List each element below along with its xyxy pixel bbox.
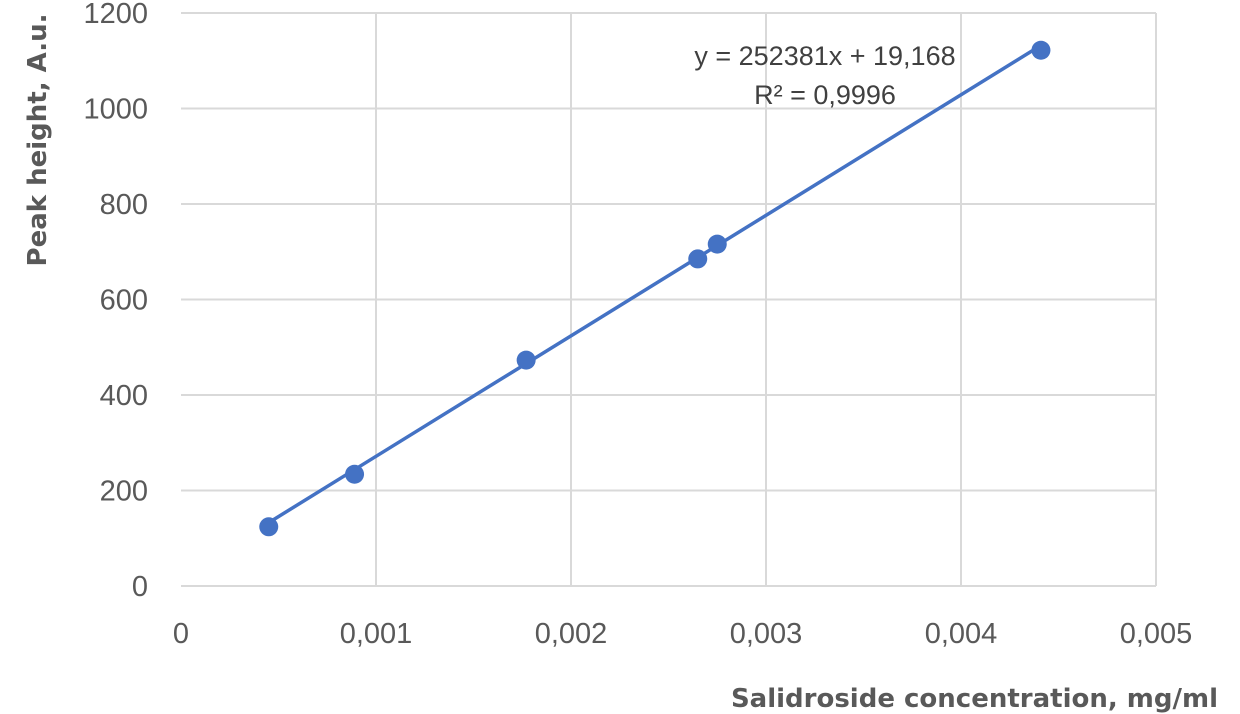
data-point [707, 234, 727, 254]
y-tick-label: 400 [100, 380, 148, 412]
x-tick-label: 0 [173, 618, 189, 650]
data-point [516, 350, 536, 370]
horizontal-gridlines [181, 12, 1156, 492]
y-tick-label: 1000 [83, 94, 148, 126]
y-tick-label: 600 [100, 285, 148, 317]
y-tick-labels: 0 200 400 600 800 1000 1200 [83, 0, 148, 603]
trendline-group [267, 43, 1043, 525]
y-tick-label: 800 [100, 189, 148, 221]
x-axis-title: Salidroside concentration, mg/ml [731, 684, 1218, 714]
y-tick-label: 200 [100, 476, 148, 508]
y-tick-label: 1200 [83, 0, 148, 30]
data-point [1031, 40, 1051, 60]
x-tick-labels: 0 0,001 0,002 0,003 0,004 0,005 [173, 618, 1192, 650]
y-axis-title: Peak height, A.u. [23, 14, 53, 267]
x-tick-label: 0,001 [340, 618, 413, 650]
trendline-r-squared: R² = 0,9996 [754, 80, 896, 110]
x-tick-label: 0,002 [535, 618, 608, 650]
data-point [259, 517, 279, 537]
x-tick-label: 0,005 [1120, 618, 1193, 650]
data-point [345, 464, 365, 484]
y-tick-label: 0 [132, 571, 148, 603]
trendline [267, 43, 1043, 525]
x-tick-label: 0,003 [730, 618, 803, 650]
x-tick-label: 0,004 [925, 618, 998, 650]
data-point [688, 249, 708, 269]
data-points [259, 40, 1051, 537]
trendline-equation: y = 252381x + 19,168 [694, 41, 955, 71]
